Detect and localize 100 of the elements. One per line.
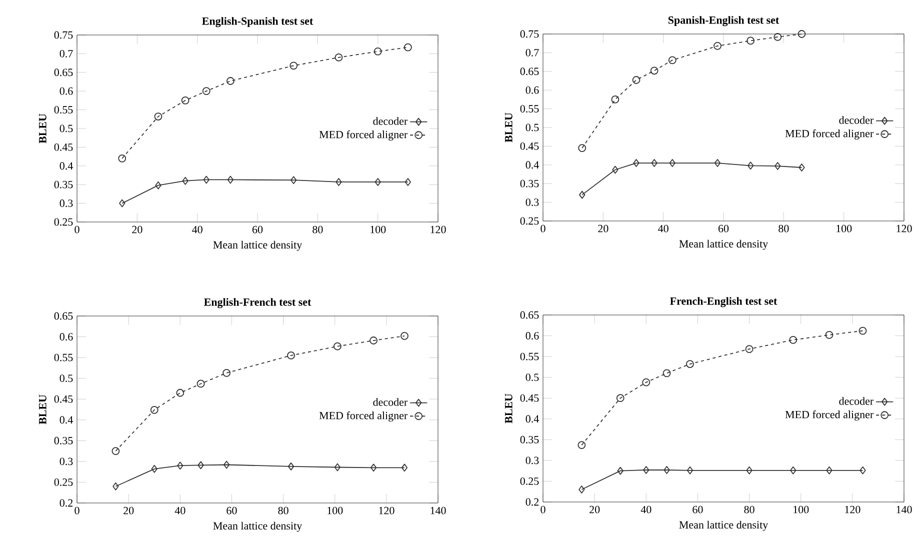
point xyxy=(177,462,184,470)
y-tick-label: 0.55 xyxy=(520,352,539,360)
point xyxy=(336,178,342,186)
chart-title: Spanish-English test set xyxy=(668,16,780,26)
point xyxy=(401,464,408,472)
x-tick-label: 60 xyxy=(252,226,263,234)
x-tick-label: 120 xyxy=(896,224,912,232)
y-tick-label: 0.55 xyxy=(54,106,73,114)
x-tick-label: 20 xyxy=(132,226,142,234)
point xyxy=(290,176,297,184)
x-tick-label: 60 xyxy=(718,224,729,232)
x-tick-label: 60 xyxy=(692,506,703,514)
y-tick-label: 0.3 xyxy=(60,458,73,466)
y-tick-label: 0.35 xyxy=(54,180,73,188)
x-tick-label: 80 xyxy=(778,224,789,232)
x-axis-title: Mean lattice density xyxy=(213,240,302,251)
y-tick-label: 0.45 xyxy=(54,395,73,403)
x-axis-title: Mean lattice density xyxy=(679,240,768,250)
legend-label: MED forced aligner xyxy=(785,410,874,421)
chart-title: English-French test set xyxy=(204,298,312,308)
x-tick-label: 80 xyxy=(744,506,754,514)
y-tick-label: 0.3 xyxy=(60,200,73,208)
point xyxy=(668,56,676,64)
y-axis-title: BLEU xyxy=(39,394,46,424)
y-tick-label: 0.25 xyxy=(520,477,539,485)
point xyxy=(223,460,230,469)
point xyxy=(612,166,618,174)
point xyxy=(651,159,658,167)
y-tick-label: 0.3 xyxy=(526,456,539,464)
y-tick-label: 0.5 xyxy=(526,124,539,132)
point xyxy=(774,33,782,41)
y-tick-label: 0.65 xyxy=(54,68,73,76)
legend-label: decoder xyxy=(839,116,874,124)
x-tick-label: 120 xyxy=(379,506,394,514)
point xyxy=(374,178,381,186)
y-tick-label: 0.4 xyxy=(526,161,539,169)
chart-title: English-Spanish test set xyxy=(202,17,314,28)
point xyxy=(112,447,120,455)
point xyxy=(664,466,670,474)
x-tick-label: 100 xyxy=(370,226,386,234)
y-tick-label: 0.7 xyxy=(526,48,539,56)
point xyxy=(650,66,658,75)
y-tick-label: 0.55 xyxy=(54,354,73,362)
x-tick-label: 80 xyxy=(278,506,288,514)
point xyxy=(669,159,676,167)
x-tick-label: 120 xyxy=(430,226,446,234)
point xyxy=(858,326,867,335)
point xyxy=(400,332,408,340)
y-tick-label: 0.25 xyxy=(520,217,539,225)
x-tick-label: 0 xyxy=(74,506,80,514)
y-tick-label: 0.3 xyxy=(526,198,539,206)
point xyxy=(196,380,205,388)
point xyxy=(578,486,585,494)
point xyxy=(686,360,694,368)
y-tick-label: 0.5 xyxy=(526,374,539,382)
x-tick-label: 140 xyxy=(896,506,912,514)
point xyxy=(746,466,752,474)
legend-label: MED forced aligner xyxy=(785,129,874,140)
point xyxy=(686,466,694,474)
x-tick-label: 100 xyxy=(794,506,809,514)
y-tick-label: 0.25 xyxy=(54,218,73,226)
y-tick-label: 0.65 xyxy=(520,68,539,76)
point xyxy=(579,190,586,199)
x-tick-label: 20 xyxy=(124,506,134,514)
x-tick-label: 60 xyxy=(226,506,237,514)
point xyxy=(118,154,126,162)
point xyxy=(119,199,126,208)
y-axis-title: BLEU xyxy=(39,114,46,144)
point xyxy=(714,42,722,50)
y-tick-label: 0.55 xyxy=(520,105,539,113)
y-tick-label: 0.4 xyxy=(526,415,539,423)
point xyxy=(370,464,377,472)
point xyxy=(334,53,343,62)
point xyxy=(774,162,781,170)
point xyxy=(790,466,796,474)
y-tick-label: 0.4 xyxy=(60,162,73,170)
y-tick-label: 0.4 xyxy=(60,416,73,424)
x-tick-label: 20 xyxy=(590,506,600,514)
point xyxy=(150,406,158,414)
legend-label: MED forced aligner xyxy=(319,411,408,422)
point xyxy=(333,342,342,350)
chart-title: French-English test set xyxy=(670,297,778,308)
legend-label: MED forced aligner xyxy=(319,130,408,141)
legend-label: decoder xyxy=(373,398,408,406)
point xyxy=(798,164,805,172)
y-tick-label: 0.45 xyxy=(520,142,539,150)
point xyxy=(374,48,382,56)
y-tick-label: 0.25 xyxy=(54,478,73,486)
x-tick-label: 120 xyxy=(845,506,860,514)
x-tick-label: 0 xyxy=(74,226,80,234)
point xyxy=(611,95,620,104)
point xyxy=(112,482,119,490)
point xyxy=(578,144,586,152)
point xyxy=(155,181,162,190)
point xyxy=(151,464,158,473)
x-axis-title: Mean lattice density xyxy=(679,520,768,531)
x-tick-label: 100 xyxy=(328,506,343,514)
point xyxy=(642,378,650,386)
y-tick-label: 0.7 xyxy=(60,50,73,58)
point xyxy=(176,388,184,397)
